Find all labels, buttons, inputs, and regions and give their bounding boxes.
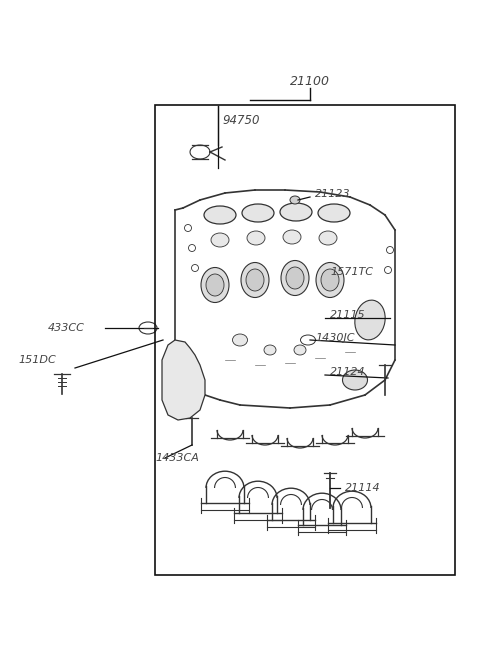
Text: 21115: 21115: [330, 310, 366, 320]
Ellipse shape: [189, 244, 195, 252]
Ellipse shape: [283, 230, 301, 244]
Text: 433CC: 433CC: [48, 323, 85, 333]
Text: 1430JC: 1430JC: [315, 333, 355, 343]
Ellipse shape: [264, 345, 276, 355]
Ellipse shape: [316, 263, 344, 298]
Ellipse shape: [343, 370, 368, 390]
Ellipse shape: [384, 267, 392, 273]
Ellipse shape: [139, 322, 157, 334]
Ellipse shape: [294, 345, 306, 355]
Ellipse shape: [242, 204, 274, 222]
Ellipse shape: [201, 267, 229, 302]
Ellipse shape: [290, 196, 300, 204]
Bar: [155, 105, 455, 575]
Ellipse shape: [319, 231, 337, 245]
Text: 151DC: 151DC: [18, 355, 56, 365]
Text: 1571TC: 1571TC: [330, 267, 373, 277]
Text: 21123: 21123: [315, 189, 350, 199]
Ellipse shape: [184, 225, 192, 231]
Ellipse shape: [232, 334, 248, 346]
Ellipse shape: [280, 203, 312, 221]
Polygon shape: [162, 340, 205, 420]
Text: 21124: 21124: [330, 367, 366, 377]
Ellipse shape: [246, 269, 264, 291]
Ellipse shape: [192, 265, 199, 271]
Text: 1433CA: 1433CA: [155, 453, 199, 463]
Ellipse shape: [247, 231, 265, 245]
Text: 21114: 21114: [345, 483, 381, 493]
Ellipse shape: [386, 246, 394, 254]
Ellipse shape: [281, 260, 309, 296]
Ellipse shape: [204, 206, 236, 224]
Ellipse shape: [318, 204, 350, 222]
Ellipse shape: [211, 233, 229, 247]
Ellipse shape: [206, 274, 224, 296]
Ellipse shape: [321, 269, 339, 291]
Ellipse shape: [286, 267, 304, 289]
Text: 94750: 94750: [222, 114, 260, 127]
Ellipse shape: [241, 263, 269, 298]
Ellipse shape: [300, 335, 315, 345]
Ellipse shape: [355, 300, 385, 340]
Text: 21100: 21100: [290, 75, 330, 88]
